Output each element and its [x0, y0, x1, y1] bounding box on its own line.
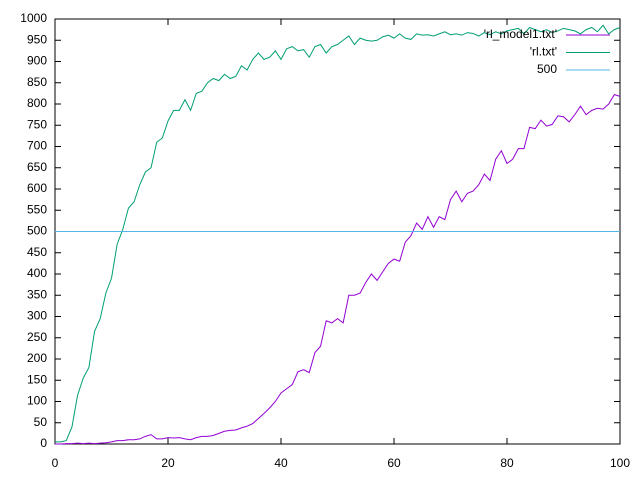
- legend-label: 'rl.txt': [530, 45, 557, 59]
- x-tick-label: 80: [500, 456, 514, 470]
- y-tick-label: 750: [27, 117, 47, 131]
- x-tick-label: 20: [161, 456, 175, 470]
- y-tick-label: 550: [27, 202, 47, 216]
- y-tick-label: 350: [27, 287, 47, 301]
- y-tick-label: 50: [34, 415, 48, 429]
- y-tick-label: 700: [27, 139, 47, 153]
- y-tick-label: 0: [40, 436, 47, 450]
- y-tick-label: 650: [27, 160, 47, 174]
- y-tick-label: 200: [27, 351, 47, 365]
- y-tick-label: 800: [27, 96, 47, 110]
- y-tick-label: 400: [27, 266, 47, 280]
- y-tick-label: 500: [27, 224, 47, 238]
- y-tick-label: 300: [27, 309, 47, 323]
- y-tick-label: 1000: [20, 11, 47, 25]
- x-tick-label: 60: [387, 456, 401, 470]
- x-tick-label: 40: [274, 456, 288, 470]
- x-tick-label: 100: [610, 456, 630, 470]
- legend-label: 'rl_model1.txt': [484, 27, 557, 41]
- x-tick-label: 0: [52, 456, 59, 470]
- y-tick-label: 900: [27, 54, 47, 68]
- y-tick-label: 850: [27, 75, 47, 89]
- y-tick-label: 100: [27, 394, 47, 408]
- y-tick-label: 150: [27, 372, 47, 386]
- y-tick-label: 950: [27, 32, 47, 46]
- series-line: [55, 94, 621, 445]
- y-tick-label: 450: [27, 245, 47, 259]
- y-tick-label: 600: [27, 181, 47, 195]
- series-line: [55, 24, 621, 443]
- legend-label: 500: [537, 62, 557, 76]
- y-tick-label: 250: [27, 330, 47, 344]
